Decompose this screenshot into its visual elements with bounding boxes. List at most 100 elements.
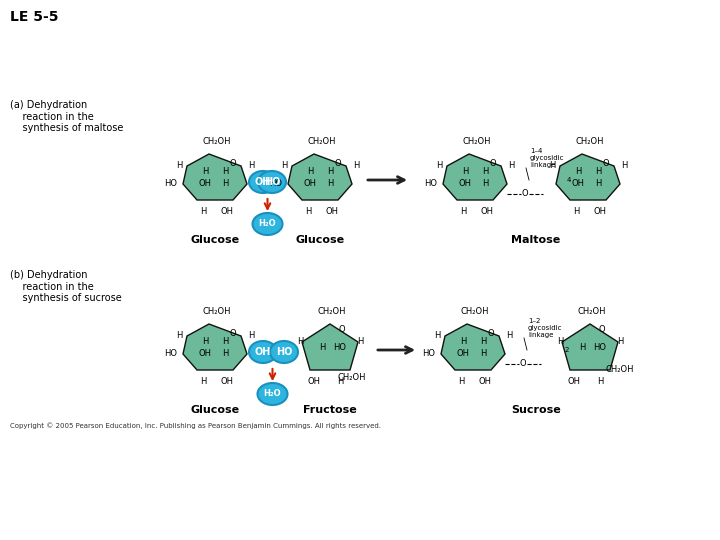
Text: Glucose: Glucose [190, 405, 240, 415]
Text: H: H [222, 179, 228, 188]
Text: H: H [508, 161, 514, 171]
Text: OH: OH [567, 377, 580, 387]
Ellipse shape [258, 383, 287, 405]
Text: CH₂OH: CH₂OH [577, 307, 606, 316]
Text: H: H [597, 377, 603, 387]
Text: H: H [200, 377, 206, 387]
Text: OH: OH [325, 207, 338, 217]
Text: O: O [230, 328, 236, 338]
Text: CH₂OH: CH₂OH [606, 366, 634, 375]
Text: H: H [319, 343, 325, 353]
Text: H: H [202, 167, 208, 177]
Text: O: O [490, 159, 496, 167]
Text: HO: HO [269, 179, 282, 188]
Text: LE 5-5: LE 5-5 [10, 10, 58, 24]
Ellipse shape [258, 171, 286, 193]
Text: O: O [338, 326, 346, 334]
Text: H: H [281, 161, 287, 171]
Text: OH: OH [479, 377, 492, 387]
Text: O: O [522, 190, 528, 199]
Ellipse shape [253, 213, 282, 235]
Polygon shape [302, 324, 358, 370]
Text: OH: OH [220, 207, 233, 217]
Text: H: H [297, 338, 303, 347]
Text: OH: OH [572, 179, 585, 188]
Text: H: H [595, 167, 601, 177]
Text: H₂O: H₂O [258, 219, 276, 228]
Polygon shape [556, 154, 620, 200]
Text: O: O [487, 328, 495, 338]
Text: H: H [506, 332, 512, 341]
Text: H: H [595, 179, 601, 188]
Text: CH₂OH: CH₂OH [463, 138, 491, 146]
Text: (b) Dehydration
    reaction in the
    synthesis of sucrose: (b) Dehydration reaction in the synthesi… [10, 270, 122, 303]
Text: HO: HO [276, 347, 292, 357]
Text: H: H [579, 343, 585, 353]
Text: H: H [222, 349, 228, 359]
Ellipse shape [270, 341, 298, 363]
Text: H: H [248, 332, 254, 341]
Text: H: H [176, 161, 182, 171]
Text: H: H [480, 338, 486, 347]
Text: H: H [549, 161, 555, 171]
Text: CH₂OH: CH₂OH [338, 374, 366, 382]
Text: HO: HO [333, 343, 346, 353]
Text: H: H [575, 167, 581, 177]
Text: H: H [357, 338, 363, 347]
Text: 2: 2 [564, 347, 570, 353]
Text: CH₂OH: CH₂OH [203, 307, 231, 316]
Text: H: H [327, 179, 333, 188]
Text: HO: HO [164, 179, 178, 188]
Text: OH: OH [480, 207, 493, 217]
Text: Sucrose: Sucrose [511, 405, 561, 415]
Text: H: H [327, 167, 333, 177]
Text: CH₂OH: CH₂OH [461, 307, 490, 316]
Text: HO: HO [423, 349, 436, 359]
Text: H: H [573, 207, 579, 217]
Text: O: O [230, 159, 236, 167]
Text: H: H [482, 167, 488, 177]
Polygon shape [288, 154, 352, 200]
Text: OH: OH [199, 349, 212, 359]
Text: O: O [335, 159, 341, 167]
Text: H: H [480, 349, 486, 359]
Text: H: H [458, 377, 464, 387]
Text: OH: OH [255, 347, 271, 357]
Text: CH₂OH: CH₂OH [318, 307, 346, 316]
Text: HO: HO [593, 343, 606, 353]
Text: Glucose: Glucose [295, 235, 345, 245]
Text: OH: OH [307, 377, 320, 387]
Text: H: H [305, 207, 311, 217]
Text: Fructose: Fructose [303, 405, 357, 415]
Text: O: O [520, 360, 526, 368]
Text: CH₂OH: CH₂OH [576, 138, 604, 146]
Text: H: H [307, 167, 313, 177]
Text: H: H [482, 179, 488, 188]
Text: H: H [434, 332, 440, 341]
Text: O: O [603, 159, 609, 167]
Text: OH: OH [456, 349, 469, 359]
Text: OH: OH [304, 179, 317, 188]
Polygon shape [183, 154, 247, 200]
Text: 1–2
glycosidic
linkage: 1–2 glycosidic linkage [528, 318, 562, 338]
Text: H: H [621, 161, 627, 171]
Text: H: H [617, 338, 624, 347]
Text: CH₂OH: CH₂OH [203, 138, 231, 146]
Text: H: H [557, 338, 563, 347]
Text: (a) Dehydration
    reaction in the
    synthesis of maltose: (a) Dehydration reaction in the synthesi… [10, 100, 123, 133]
Text: O: O [599, 326, 606, 334]
Text: CH₂OH: CH₂OH [307, 138, 336, 146]
Text: OH: OH [199, 179, 212, 188]
Text: H: H [462, 167, 468, 177]
Polygon shape [443, 154, 507, 200]
Text: HO: HO [164, 349, 178, 359]
Text: H: H [248, 161, 254, 171]
Text: H: H [202, 338, 208, 347]
Text: HO: HO [264, 177, 280, 187]
Text: H: H [176, 332, 182, 341]
Ellipse shape [249, 341, 277, 363]
Text: Maltose: Maltose [511, 235, 561, 245]
Text: OH: OH [255, 177, 271, 187]
Text: Glucose: Glucose [190, 235, 240, 245]
Text: OH: OH [459, 179, 472, 188]
